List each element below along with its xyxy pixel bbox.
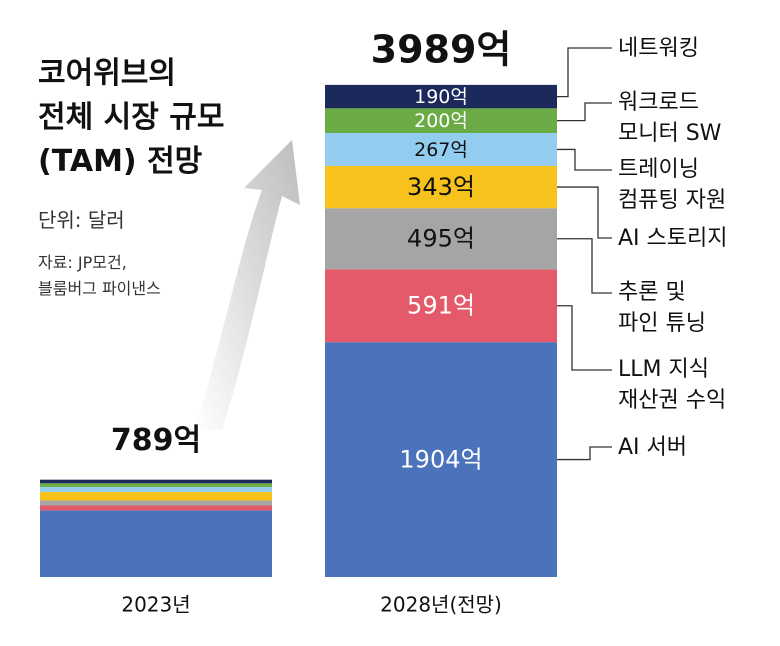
bar-segment (325, 208, 557, 270)
bar-segment (325, 132, 557, 166)
value-label: 1904억 (399, 446, 482, 474)
bar-segment (40, 486, 272, 492)
bar-segment (325, 342, 557, 577)
value-label: 343억 (407, 173, 475, 201)
value-label: 495억 (407, 225, 475, 253)
bar-segment (40, 510, 272, 577)
bar-segment (40, 483, 272, 487)
total-label: 3989억 (371, 28, 512, 72)
leader-line (557, 305, 612, 371)
leader-line (557, 102, 612, 122)
bar-segment (40, 491, 272, 501)
value-label: 200억 (414, 110, 468, 132)
legend-label: 네트워킹 (618, 35, 699, 61)
leader-line (557, 238, 612, 294)
bar-segment (325, 108, 557, 133)
value-label: 591억 (407, 292, 475, 320)
legend-label: AI 스토리지 (618, 225, 728, 251)
x-tick-label: 2028년(전망) (380, 593, 502, 617)
bar-segment (40, 479, 272, 484)
bar-segment (325, 84, 557, 109)
total-label: 789억 (111, 423, 201, 458)
bar-segment (325, 165, 557, 209)
bar-segment (40, 505, 272, 511)
chart-title: 코어위브의 전체 시장 규모 (TAM) 전망 (38, 56, 225, 179)
source-note: 자료: JP모건, 블룸버그 파이낸스 (38, 253, 161, 298)
leader-line (557, 446, 612, 461)
x-tick-label: 2023년 (121, 593, 190, 617)
leader-line (557, 148, 612, 171)
bar-segment (40, 500, 272, 506)
bar-segment (325, 269, 557, 343)
legend-label: AI 서버 (618, 434, 688, 460)
leader-line (557, 47, 612, 98)
legend-label: 워크로드 모니터 SW (618, 90, 722, 146)
legend-label: 트레이닝 컴퓨팅 자원 (618, 157, 727, 213)
leader-line (557, 186, 612, 239)
legend-label: LLM 지식 재산권 수익 (618, 357, 727, 413)
value-label: 190억 (414, 86, 468, 108)
value-label: 267억 (414, 139, 468, 161)
growth-arrow (195, 140, 300, 430)
legend-label: 추론 및 파인 튜닝 (618, 280, 706, 336)
unit-note: 단위: 달러 (38, 208, 125, 232)
